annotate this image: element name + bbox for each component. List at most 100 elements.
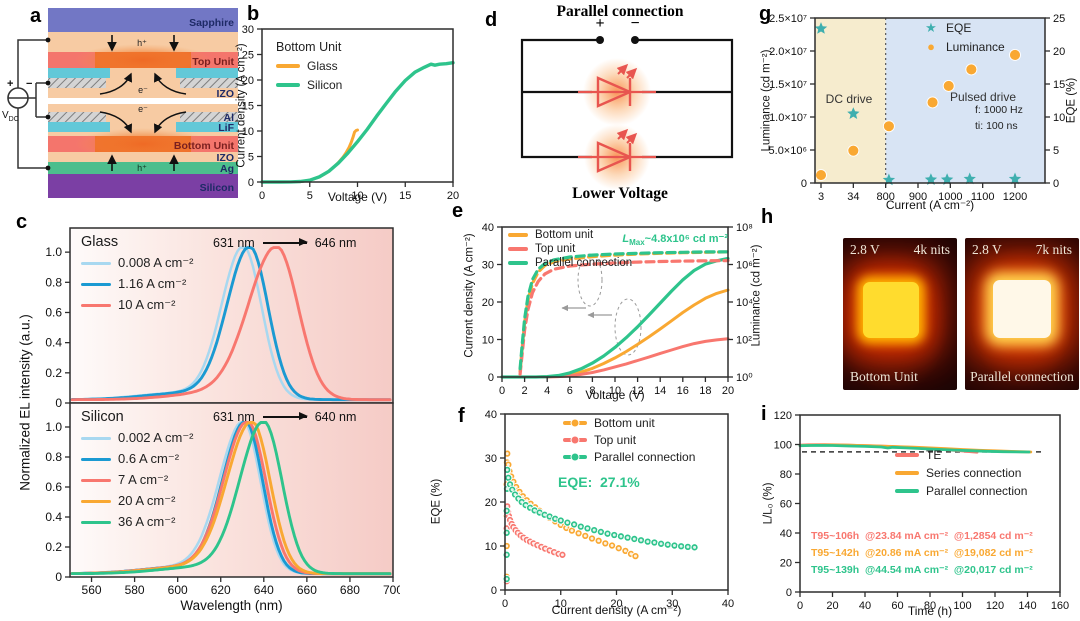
silicon-layer (48, 174, 238, 198)
legend-item: 7 A cm⁻² (81, 472, 194, 488)
izo-top-layer (48, 32, 238, 52)
legend-label: Bottom unit (594, 416, 655, 430)
tick-label: 120 (774, 410, 792, 422)
minus-sign: − (26, 78, 32, 90)
legend-item: Top unit (563, 433, 695, 447)
al-top-left (48, 78, 106, 88)
photo-caption: Bottom Unit (850, 369, 918, 384)
izo-top-label: IZO (217, 88, 235, 100)
tick-label: 160 (1051, 600, 1069, 612)
tick-label: 25 (1053, 13, 1065, 25)
pulse-frequency-label: f: 1000 Hz (975, 104, 1023, 116)
circuit-title: Parallel connection (557, 3, 684, 20)
tick-label: 10 (609, 385, 621, 397)
electron-arrow (154, 72, 187, 95)
ag-layer (48, 162, 238, 174)
tick-label: 0 (491, 585, 497, 597)
te-lifetime-annotation: T95~106h @23.84 mA cm⁻² @1,2854 cd m⁻² (811, 530, 1033, 542)
legend-label: 0.6 A cm⁻² (118, 451, 180, 466)
legend-item: Top unit (508, 243, 632, 255)
panel-label-h: h (761, 206, 774, 228)
panel-label-a: a (30, 5, 42, 27)
jvl-chart: 0 2 4 6 8 10 12 14 16 18 20 0 10 20 30 40 10⁰ 10² 10⁴ 10⁶ 10… (482, 222, 753, 397)
h-plus-top-label: h⁺ (137, 38, 147, 48)
tick-label: 20 (780, 558, 792, 570)
legend-label: TE (926, 448, 942, 462)
right-arrow-icon (262, 412, 308, 420)
peak-from: 631 nm (213, 410, 255, 424)
tick-label: 10 (242, 126, 254, 138)
legend-item: Parallel connection (508, 257, 632, 269)
line-swatch (81, 261, 111, 265)
g-y2-axis-label: EQE (%) (1065, 77, 1078, 124)
legend-item: Glass (276, 59, 342, 73)
tick-label: 2.0×10⁷ (769, 46, 807, 58)
pulsed-drive-label: Pulsed drive (949, 90, 1017, 104)
dot-marker-icon (570, 452, 580, 462)
panel-a-device-schematic: a (0, 0, 245, 205)
dc-drive-label: DC drive (825, 92, 873, 106)
plus-sign: + (7, 78, 13, 90)
legend-label: Parallel connection (535, 257, 633, 269)
panel-h-device-photos: h 2.8 V 4k nits Bottom Unit 2.8 V 7k nit… (755, 205, 1080, 400)
device-stack-diagram: h⁺ e⁻ e⁻ h⁺ Sapphire Top Unit IZO Al LiF… (2, 8, 238, 198)
tick-label: 0.6 (45, 480, 62, 494)
tick-label: 10 (482, 335, 494, 347)
tick-label: 20 (1053, 46, 1065, 58)
parallel-lifetime-annotation: T95~139h @44.54 mA cm⁻² @20,017 cd m⁻² (811, 564, 1033, 576)
tick-label: 120 (986, 600, 1004, 612)
legend-label: 0.008 A cm⁻² (118, 255, 194, 270)
tick-label: 0 (488, 372, 494, 384)
legend-label: 10 A cm⁻² (118, 297, 176, 312)
panel-f-eqe-chart: f 0 10 20 30 40 0 10 20 30 40 EQE (%) Current den… (425, 400, 780, 621)
peak-to: 646 nm (314, 236, 357, 250)
tick-label: 100 (774, 440, 792, 452)
lmax-subscript: Max (629, 238, 645, 248)
tick-label: 60 (891, 600, 903, 612)
al-label: Al (224, 112, 235, 124)
tick-label: 20 (610, 598, 622, 610)
panel-e-jvl-chart: e 0 2 4 6 8 10 12 14 16 18 20 0 10 20 30 40 10⁰ 10² 10⁴ 10⁶… (440, 195, 780, 410)
tick-label: 0 (786, 587, 792, 599)
lif-label: LiF (218, 122, 234, 134)
panel-d-circuit-diagram: d Parallel connection + − (480, 0, 750, 205)
lifetime-chart: 0 20 40 60 80 100 120 140 160 0 20 40 60 80 100 120 (774, 410, 1070, 612)
pulsed-drive-chart: 3 34 800 900 1000 1100 1200 0 5.0×10⁶ 1.0×10⁷ 1.5×… (769, 13, 1066, 203)
tick-label: 140 (1018, 600, 1036, 612)
legend-label: 36 A cm⁻² (118, 514, 176, 529)
tick-label: 0 (499, 385, 505, 397)
tick-label: 1000 (938, 191, 962, 203)
line-swatch (81, 303, 111, 307)
panel-g-pulsed-chart: g 3 34 800 900 1000 1100 1200 0 5.0×10⁶ 1.0×10⁷ 1.… (755, 0, 1080, 215)
b-legend-title: Bottom Unit (276, 40, 342, 54)
el-spectra-chart: 0 0.2 0.4 0.6 0.8 1.0 560 580 600 620 640 660 680 70… (45, 227, 400, 597)
lif-bottom-left (48, 122, 110, 132)
tick-label: 0 (1053, 178, 1059, 190)
tick-label: 2.5×10⁷ (769, 13, 807, 25)
tick-label: 10 (1053, 112, 1065, 124)
tick-label: 2 (522, 385, 528, 397)
tick-label: 5 (1053, 145, 1059, 157)
tick-label: 700 (383, 583, 400, 597)
tick-label: 580 (125, 583, 145, 597)
photo-brightness-label: 7k nits (1035, 242, 1072, 257)
legend-item: 10 A cm⁻² (81, 297, 194, 313)
tick-label: 10² (736, 335, 752, 347)
tick-label: 8 (589, 385, 595, 397)
i-x-axis-label: Time (h) (907, 604, 953, 618)
circuit-caption: Lower Voltage (572, 185, 668, 202)
tick-label: 20 (242, 75, 254, 87)
e-minus-bottom-label: e⁻ (138, 104, 148, 114)
tick-label: 30 (485, 453, 497, 465)
tick-label: 0.8 (45, 275, 62, 289)
tick-label: 1100 (971, 191, 995, 203)
jv-substrate-chart: 0 5 10 15 20 0 5 10 15 20 25 30 (242, 24, 459, 202)
circuit-wires (520, 38, 734, 159)
parallel-connection-photo: 2.8 V 7k nits Parallel connection (965, 238, 1079, 390)
i-legend: TE Series connection Parallel connection (895, 448, 1027, 498)
tick-label: 10⁶ (736, 260, 753, 272)
contact-dot (45, 80, 51, 86)
line-swatch (895, 471, 919, 475)
line-swatch (81, 436, 111, 440)
tick-label: 4 (544, 385, 550, 397)
